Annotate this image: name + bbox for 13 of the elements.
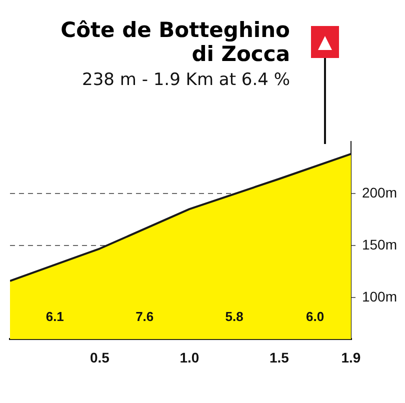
x-tick-label: 1.0 xyxy=(180,349,200,366)
annotation: 7.6 xyxy=(136,308,154,324)
y-tick-label: 150m xyxy=(362,236,398,252)
annotation: 6.0 xyxy=(306,308,324,324)
annotation: 5.8 xyxy=(225,308,244,324)
x-tick-label: 1.5 xyxy=(269,349,290,366)
chart-subtitle: 238 m - 1.9 Km at 6.4 % xyxy=(81,70,290,90)
y-tick-label: 100m xyxy=(362,288,398,304)
x-tick-label: 1.9 xyxy=(341,349,361,366)
chart-title: Côte de Botteghino di Zocca xyxy=(60,18,290,66)
x-tick-label: 0.5 xyxy=(90,349,110,366)
annotation: 6.1 xyxy=(46,308,64,324)
y-tick-label: 200m xyxy=(362,184,398,200)
